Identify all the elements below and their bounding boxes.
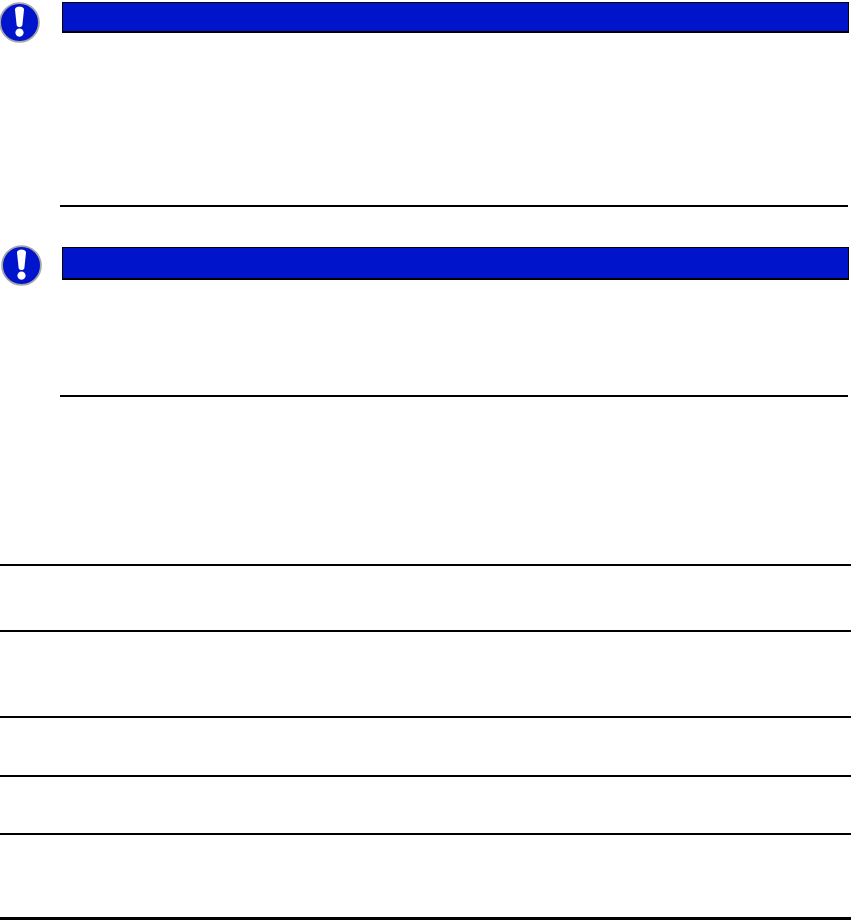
table-row — [0, 632, 851, 718]
table-row — [0, 835, 851, 920]
note-title-bar — [62, 247, 849, 280]
exclamation-circle-icon — [0, 2, 40, 43]
section-divider — [60, 395, 848, 397]
table-row — [0, 777, 851, 835]
content-table — [0, 564, 851, 920]
table-row — [0, 566, 851, 632]
note-title-bar — [62, 2, 849, 33]
section-divider — [60, 205, 848, 207]
table-row — [0, 718, 851, 777]
exclamation-circle-icon — [1, 245, 42, 286]
